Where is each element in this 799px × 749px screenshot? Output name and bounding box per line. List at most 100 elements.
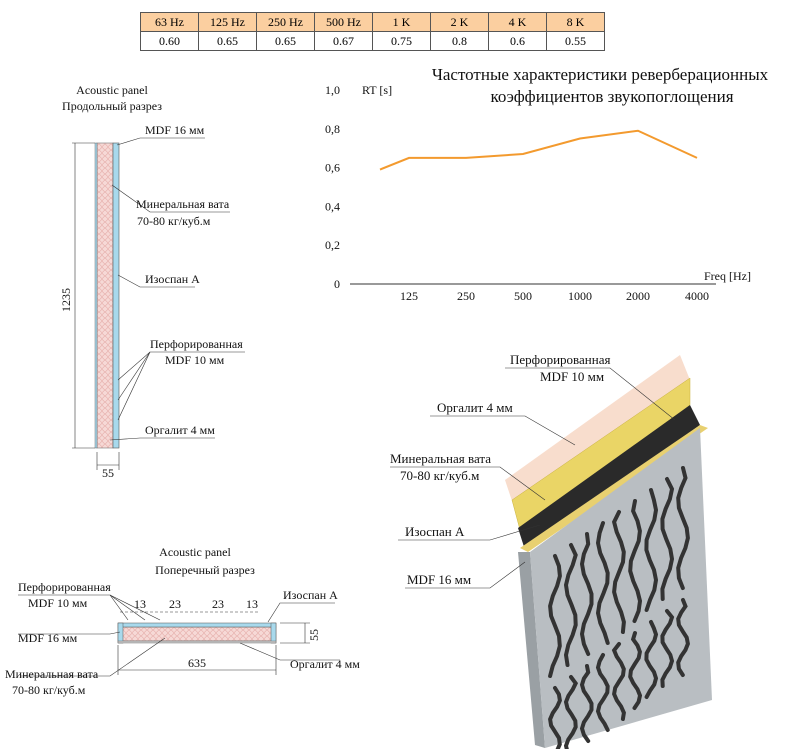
y-tick-label: 0,2 <box>325 238 340 252</box>
dimension: 13 <box>134 597 146 611</box>
table-cell: 63 Hz <box>140 12 199 32</box>
leaders <box>72 137 245 470</box>
x-tick-label: 250 <box>457 289 475 303</box>
slot <box>676 598 690 677</box>
table-cell: 4 K <box>488 12 547 32</box>
label: MDF 16 мм <box>18 631 78 645</box>
table-cell: 8 K <box>546 12 605 32</box>
slot <box>563 543 578 667</box>
table-cell: 0.60 <box>140 31 199 51</box>
x-tick-label: 500 <box>514 289 532 303</box>
table-cell: 0.67 <box>314 31 373 51</box>
x-tick-label: 125 <box>400 289 418 303</box>
table-cell: 125 Hz <box>198 12 257 32</box>
leaders <box>18 594 340 677</box>
label: Оргалит 4 мм <box>145 423 215 437</box>
table-cell: 0.65 <box>198 31 257 51</box>
mdf-16 <box>112 142 120 449</box>
x-tick-label: 2000 <box>626 289 650 303</box>
table-cell: 0.75 <box>372 31 431 51</box>
y-tick-label: 0,6 <box>325 161 340 175</box>
mineral-wool <box>117 626 277 642</box>
table-cell: 250 Hz <box>256 12 315 32</box>
table-row: 0.60 0.65 0.65 0.67 0.75 0.8 0.6 0.55 <box>140 31 605 51</box>
x-tick-label: 1000 <box>568 289 592 303</box>
slot <box>611 510 626 634</box>
label: Изоспан А <box>145 272 200 286</box>
y-axis-label: RT [s] <box>362 83 392 97</box>
slot <box>660 609 675 688</box>
label: MDF 16 мм <box>407 572 471 587</box>
leaders <box>390 367 676 589</box>
slot <box>579 664 594 743</box>
mdf-16 <box>117 622 124 644</box>
table-cell: 0.6 <box>488 31 547 51</box>
dimension: 23 <box>212 597 224 611</box>
slot <box>628 631 643 710</box>
chart-title: Частотные характеристики реверберационны… <box>432 65 769 84</box>
table-cell: 0.8 <box>430 31 489 51</box>
label: 70-80 кг/куб.м <box>400 468 479 483</box>
slot <box>628 499 643 623</box>
table-cell: 0.55 <box>546 31 605 51</box>
label: Оргалит 4 мм <box>437 400 513 415</box>
table-cell: 2 K <box>430 12 489 32</box>
slot <box>595 521 610 645</box>
label: MDF 10 мм <box>28 596 88 610</box>
slot <box>563 675 579 749</box>
dimension: 1235 <box>59 288 73 312</box>
slot <box>595 653 610 732</box>
table-cell: 1 K <box>372 12 431 32</box>
label: Минеральная вата <box>136 197 230 211</box>
table-cell: 500 Hz <box>314 12 373 32</box>
mdf-10 <box>94 142 98 449</box>
label: Оргалит 4 мм <box>290 657 360 671</box>
perforated-layer <box>505 355 690 510</box>
slot <box>579 532 594 656</box>
slot <box>644 620 659 699</box>
x-axis-label: Freq [Hz] <box>704 269 751 283</box>
label: Изоспан А <box>405 524 465 539</box>
label: Минеральная вата <box>5 667 99 681</box>
line <box>379 129 698 171</box>
label: 70-80 кг/куб.м <box>12 683 86 697</box>
label: MDF 10 мм <box>540 369 604 384</box>
y-tick-label: 0,8 <box>325 122 340 136</box>
table-cell: 0.65 <box>256 31 315 51</box>
dimension: 23 <box>169 597 181 611</box>
label: MDF 10 мм <box>165 353 225 367</box>
chart-title: коэффициентов звукопоглощения <box>490 87 733 106</box>
y-tick-label: 0 <box>334 277 340 291</box>
label: MDF 16 мм <box>145 123 205 137</box>
slot <box>644 488 659 612</box>
label: Перфорированная <box>18 580 111 594</box>
y-tick-label: 1,0 <box>325 83 340 97</box>
mineral-wool <box>96 142 114 449</box>
label: Изоспан А <box>283 588 338 602</box>
y-tick-label: 0,4 <box>325 199 340 213</box>
x-tick-label: 4000 <box>685 289 709 303</box>
dimension: 55 <box>307 629 321 641</box>
panel-side <box>518 552 545 748</box>
slot <box>611 642 626 721</box>
isospan-layer <box>518 405 700 550</box>
label: Перфорированная <box>510 352 610 367</box>
dimension: 635 <box>188 656 206 670</box>
dimension: 55 <box>102 466 114 480</box>
mdf-16 <box>270 622 277 644</box>
slot <box>548 686 562 749</box>
label: Перфорированная <box>150 337 243 351</box>
label: 70-80 кг/куб.м <box>137 214 211 228</box>
slots <box>548 466 690 749</box>
chart: 0 0,2 0,4 0,6 0,8 1,0 125 250 500 1000 2000 4000 <box>325 83 709 303</box>
label: Минеральная вата <box>390 451 491 466</box>
dimension: 13 <box>246 597 258 611</box>
section-subtitle: Поперечный разрез <box>155 563 255 577</box>
slot <box>660 477 675 601</box>
section-title: Acoustic panel <box>76 83 148 97</box>
slot <box>548 554 562 678</box>
